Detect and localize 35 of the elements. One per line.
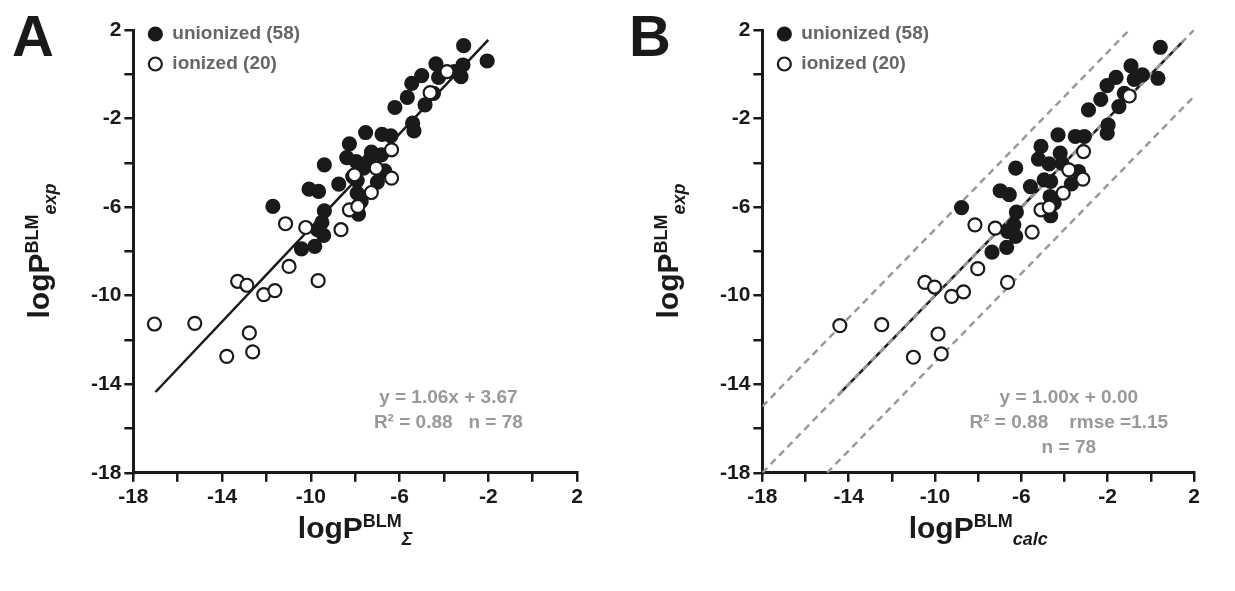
y-tick-label: -18	[719, 459, 751, 483]
x-tick-label: -18	[747, 484, 778, 508]
x-tick-label: -14	[206, 484, 238, 508]
y-tick-label: -6	[731, 193, 751, 217]
x-tick-label: -6	[1012, 484, 1031, 508]
y-tick-label: -6	[102, 193, 122, 217]
y-tick-label: -18	[90, 459, 122, 483]
legend-label: ionized (20)	[801, 52, 906, 74]
y-tick-label: 2	[109, 16, 122, 40]
y-tick-label: 2	[738, 16, 751, 40]
annotation: n = 78	[1041, 436, 1097, 458]
annotation: y = 1.06x + 3.67	[379, 385, 518, 407]
y-tick-label: -14	[90, 371, 122, 395]
annotation: R² = 0.88 rmse =1.15	[969, 411, 1169, 432]
chart-title: A	[12, 2, 54, 69]
legend-label: ionized (20)	[172, 52, 277, 74]
legend-label: unionized (58)	[172, 22, 301, 44]
chart-title: B	[629, 2, 671, 69]
x-tick-label: 2	[571, 484, 583, 508]
y-tick-label: -2	[731, 105, 751, 129]
annotation: R² = 0.88 n = 78	[373, 411, 523, 432]
x-tick-label: -2	[478, 484, 498, 508]
x-tick-label: -10	[295, 484, 326, 508]
x-tick-label: -10	[919, 484, 951, 508]
legend-label: unionized (58)	[801, 22, 930, 44]
x-tick-label: -6	[390, 484, 409, 508]
x-tick-label: 2	[1188, 484, 1200, 508]
x-tick-label: -2	[1098, 484, 1118, 508]
x-tick-label: -14	[833, 484, 865, 508]
y-tick-label: -10	[90, 282, 122, 306]
annotation: y = 1.00x + 0.00	[999, 385, 1139, 407]
y-tick-label: -14	[719, 371, 751, 395]
y-tick-label: -2	[102, 105, 122, 129]
y-tick-label: -10	[719, 282, 751, 306]
x-tick-label: -18	[118, 484, 149, 508]
